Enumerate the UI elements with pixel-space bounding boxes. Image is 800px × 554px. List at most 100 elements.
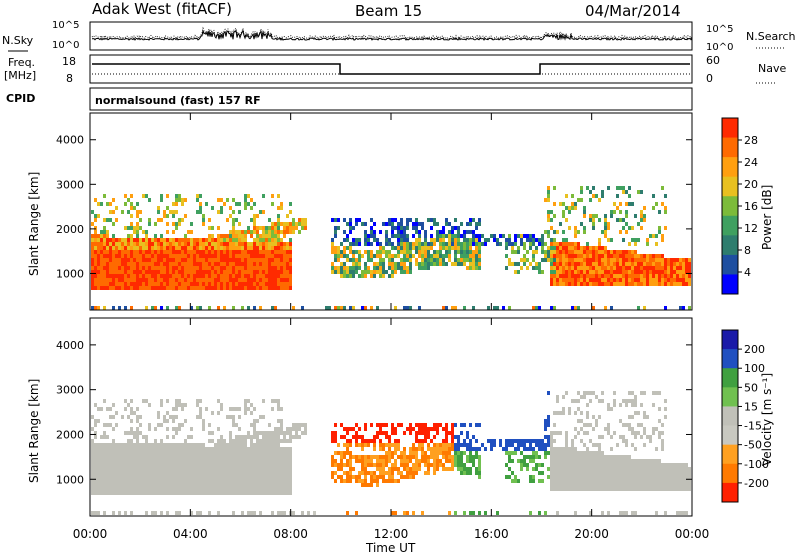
data-cell [235, 487, 238, 491]
data-cell [568, 210, 571, 214]
data-cell [499, 439, 502, 443]
data-cell [229, 435, 232, 439]
data-cell [199, 411, 202, 415]
data-cell [598, 278, 601, 282]
data-cell [139, 270, 142, 274]
data-cell [544, 419, 547, 423]
data-cell [616, 194, 619, 198]
data-cell [445, 451, 448, 455]
data-cell [130, 491, 133, 495]
data-cell [532, 447, 535, 451]
data-cell [364, 306, 367, 310]
data-cell [184, 475, 187, 479]
data-cell [298, 423, 301, 427]
data-cell [655, 391, 658, 395]
data-cell [379, 262, 382, 266]
data-cell [235, 250, 238, 254]
data-cell [586, 447, 589, 451]
data-cell [586, 463, 589, 467]
data-cell [559, 447, 562, 451]
data-cell [508, 459, 511, 463]
data-cell [115, 242, 118, 246]
data-cell [382, 266, 385, 270]
data-cell [220, 455, 223, 459]
data-cell [229, 407, 232, 411]
data-cell [166, 266, 169, 270]
data-cell [229, 463, 232, 467]
data-cell [136, 451, 139, 455]
data-cell [100, 447, 103, 451]
data-cell [91, 443, 94, 447]
data-cell [427, 431, 430, 435]
data-cell [163, 270, 166, 274]
data-cell [235, 423, 238, 427]
data-cell [181, 423, 184, 427]
data-cell [217, 266, 220, 270]
data-cell [385, 471, 388, 475]
data-cell [679, 262, 682, 266]
data-cell [370, 270, 373, 274]
data-cell [256, 270, 259, 274]
data-cell [235, 447, 238, 451]
data-cell [97, 471, 100, 475]
data-cell [121, 479, 124, 483]
data-cell [643, 206, 646, 210]
data-cell [232, 483, 235, 487]
data-cell [586, 451, 589, 455]
data-cell [163, 278, 166, 282]
data-cell [127, 459, 130, 463]
data-cell [565, 467, 568, 471]
data-cell [358, 443, 361, 447]
data-cell [652, 483, 655, 487]
data-cell [553, 431, 556, 435]
data-cell [217, 451, 220, 455]
data-cell [121, 447, 124, 451]
data-cell [166, 250, 169, 254]
data-cell [550, 258, 553, 262]
data-cell [655, 447, 658, 451]
data-cell [415, 451, 418, 455]
data-cell [550, 443, 553, 447]
data-cell [547, 258, 550, 262]
data-cell [268, 447, 271, 451]
data-cell [514, 439, 517, 443]
data-cell [289, 246, 292, 250]
data-cell [187, 483, 190, 487]
data-cell [475, 471, 478, 475]
data-cell [121, 270, 124, 274]
data-cell [166, 455, 169, 459]
data-cell [154, 475, 157, 479]
data-cell [196, 250, 199, 254]
data-cell [178, 471, 181, 475]
data-cell [427, 427, 430, 431]
data-cell [220, 459, 223, 463]
data-cell [451, 306, 454, 310]
data-cell [367, 471, 370, 475]
data-cell [250, 447, 253, 451]
data-cell [646, 270, 649, 274]
data-cell [400, 451, 403, 455]
data-cell [115, 218, 118, 222]
data-cell [397, 242, 400, 246]
data-cell [406, 459, 409, 463]
data-cell [511, 262, 514, 266]
data-cell [124, 250, 127, 254]
data-cell [121, 278, 124, 282]
data-cell [367, 258, 370, 262]
data-cell [619, 463, 622, 467]
data-cell [649, 266, 652, 270]
data-cell [199, 282, 202, 286]
data-cell [430, 242, 433, 246]
data-cell [424, 230, 427, 234]
data-cell [577, 258, 580, 262]
data-cell [181, 459, 184, 463]
data-cell [391, 427, 394, 431]
data-cell [130, 471, 133, 475]
data-cell [148, 427, 151, 431]
data-cell [244, 475, 247, 479]
data-cell [199, 286, 202, 290]
data-cell [583, 455, 586, 459]
data-cell [289, 254, 292, 258]
data-cell [658, 230, 661, 234]
data-cell [364, 443, 367, 447]
